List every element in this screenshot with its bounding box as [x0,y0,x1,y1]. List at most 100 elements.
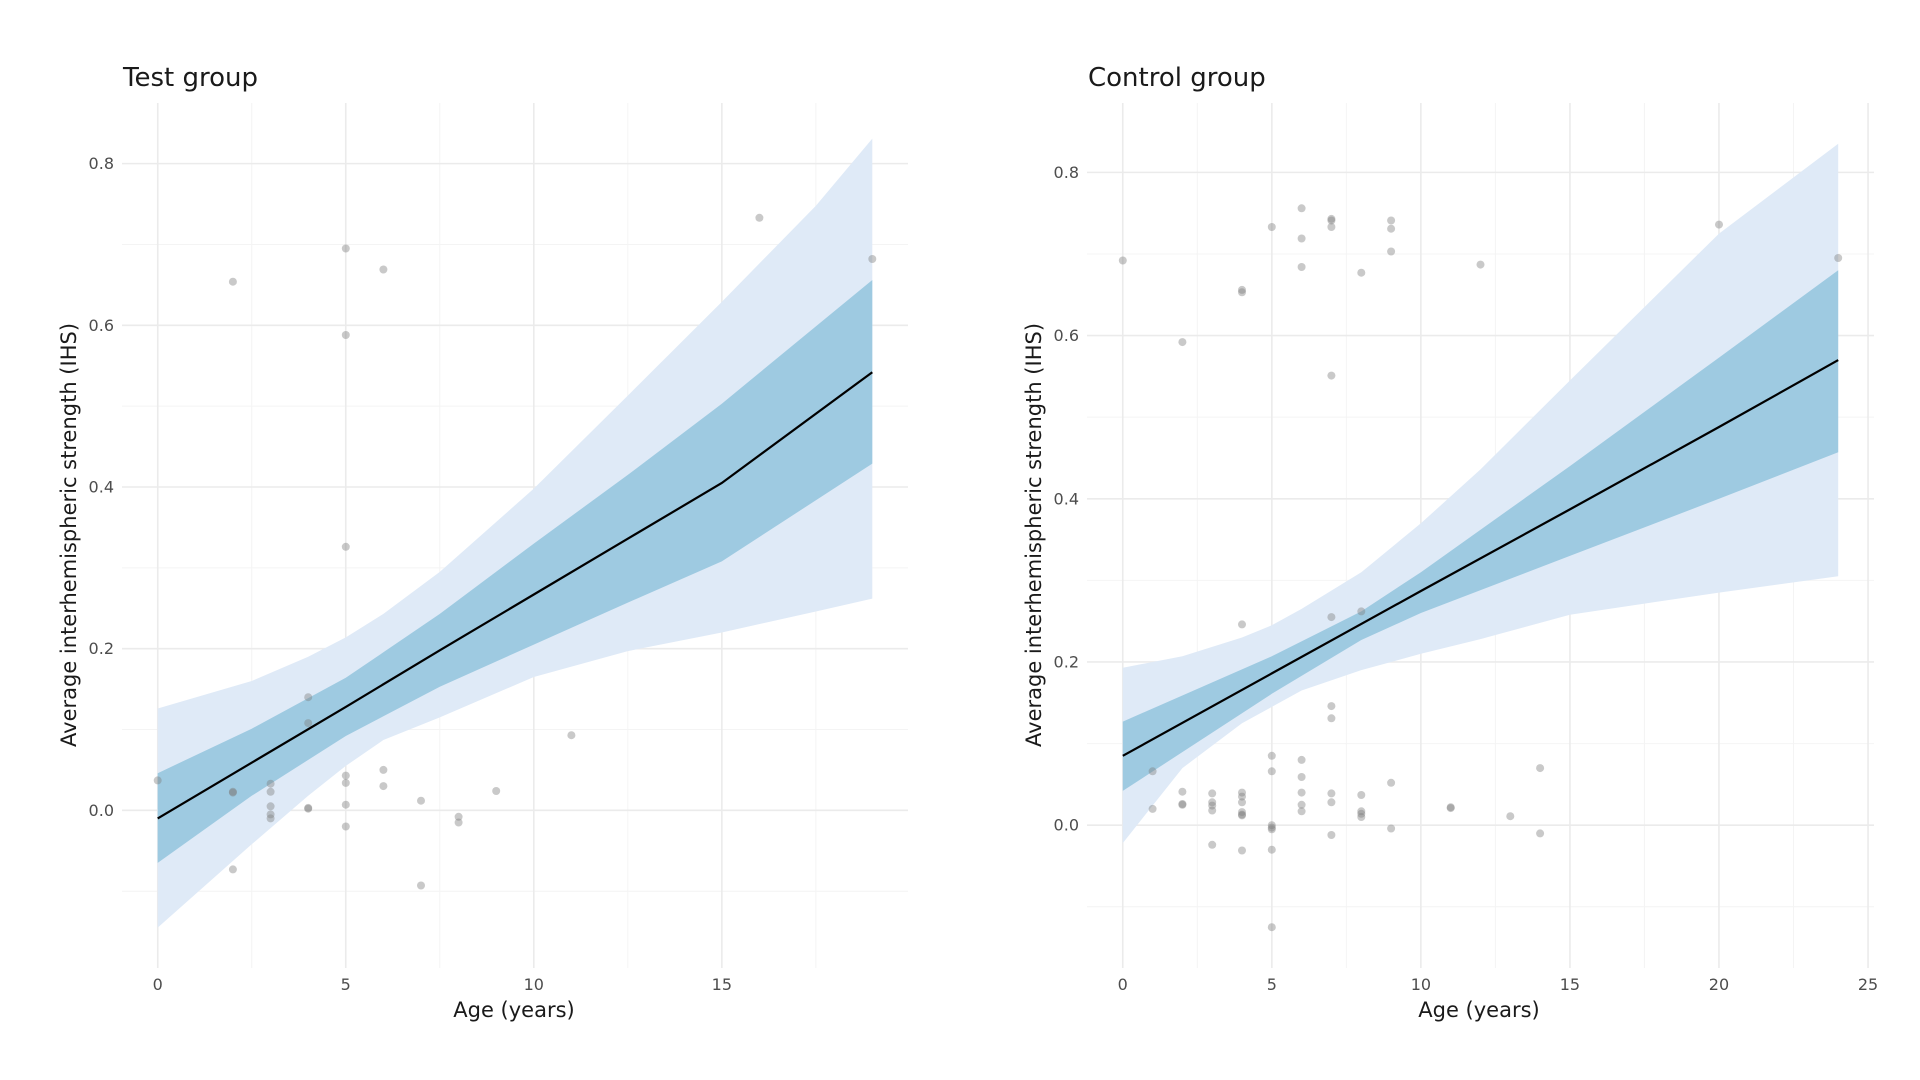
control-y-tick-label: 0.6 [1054,326,1079,345]
control-data-point [1208,801,1217,810]
test-data-point [567,731,576,740]
test-y-axis-title: Average interhemispheric strength (IHS) [57,323,81,747]
test-data-point [228,277,237,286]
test-y-tick-label: 0.4 [89,477,114,496]
control-y-tick-label: 0.0 [1054,816,1079,835]
control-data-point [1267,825,1276,834]
test-data-point [304,693,313,702]
control-data-point [1297,263,1306,271]
control-data-point [1387,778,1396,787]
control-data-point [1208,840,1217,849]
test-x-tick-label: 15 [712,975,732,994]
control-data-point [1387,247,1396,256]
control-data-point [1327,714,1336,723]
control-data-point [1297,773,1306,781]
control-data-point [1357,791,1366,799]
control-data-point [1536,764,1545,773]
control-data-point [1178,800,1187,808]
control-data-point [1327,702,1336,711]
panel-test-group: 0 5 10 15 0.0 0.2 0.4 0.6 0.8 Test group Age (ye… [57,63,908,1022]
control-data-point [1238,811,1246,820]
test-data-point [228,787,237,796]
test-x-tick-label: 10 [524,975,544,994]
test-data-point [266,810,275,819]
control-data-point [1327,613,1336,622]
test-x-tick-label: 0 [153,975,163,994]
control-data-point [1267,923,1276,932]
test-fit-line [157,371,873,820]
control-panel-title: Control group [1088,63,1266,93]
control-data-point [1387,824,1396,833]
control-data-point [1387,216,1396,225]
control-y-tick-label: 0.4 [1054,489,1079,508]
control-grid [1087,103,1874,968]
test-data-point [379,265,388,274]
test-points [153,213,877,890]
control-data-point [1327,798,1336,807]
control-data-point [1267,823,1276,832]
test-data-point [341,800,350,809]
test-x-axis-title: Age (years) [453,998,574,1022]
control-data-point [1297,755,1306,764]
test-data-point [304,803,313,812]
control-data-point [1327,371,1336,380]
test-data-point [228,865,237,874]
control-data-point [1327,223,1336,231]
control-fit-line [1122,359,1839,757]
control-x-tick-label: 15 [1560,975,1580,994]
control-data-point [1118,256,1127,265]
test-tick-labels: 0 5 10 15 0.0 0.2 0.4 0.6 0.8 [89,154,732,994]
control-x-tick-label: 20 [1709,975,1729,994]
test-data-point [454,818,463,827]
control-data-point [1387,224,1396,233]
control-data-point [1208,789,1217,798]
control-data-point [1238,798,1246,807]
control-data-point [1238,285,1246,294]
test-data-point [266,787,275,796]
test-y-tick-label: 0.0 [89,801,114,820]
test-data-point [228,788,237,797]
control-data-point [1297,234,1306,243]
test-data-point [304,804,313,813]
control-data-point [1327,214,1336,223]
control-data-point [1178,800,1187,809]
test-data-point [266,814,275,823]
test-data-point [454,812,463,821]
control-data-point [1476,260,1485,269]
control-data-point [1178,787,1187,796]
control-x-tick-label: 10 [1411,975,1431,994]
test-data-point [492,787,501,795]
control-data-point [1715,220,1723,229]
control-data-point [1238,810,1246,819]
control-x-tick-label: 5 [1267,975,1277,994]
test-data-point [341,771,350,780]
control-data-point [1148,767,1157,776]
control-data-point [1536,829,1545,838]
test-data-point [379,765,388,774]
control-data-point [1267,821,1276,830]
test-y-tick-label: 0.8 [89,154,114,173]
control-data-point [1267,751,1276,760]
control-y-tick-label: 0.8 [1054,163,1079,182]
test-panel-title: Test group [122,63,258,93]
control-data-point [1506,812,1515,821]
test-data-point [341,778,350,787]
control-data-point [1148,804,1157,813]
control-data-point [1297,807,1306,816]
control-data-point [1208,806,1217,815]
test-data-point [868,255,877,263]
control-data-point [1327,789,1336,798]
control-data-point [1238,788,1246,797]
control-x-axis-title: Age (years) [1418,998,1539,1022]
test-data-point [341,542,350,551]
test-data-point [341,822,350,831]
control-data-point [1327,831,1336,839]
control-data-point [1297,204,1306,213]
control-x-tick-label: 25 [1858,975,1878,994]
control-data-point [1178,338,1187,347]
test-data-point [417,881,425,890]
control-x-tick-label: 0 [1118,975,1128,994]
control-data-point [1446,803,1455,812]
control-tick-labels: 0 5 10 15 20 25 0.0 0.2 0.4 0.6 0.8 [1054,163,1879,994]
